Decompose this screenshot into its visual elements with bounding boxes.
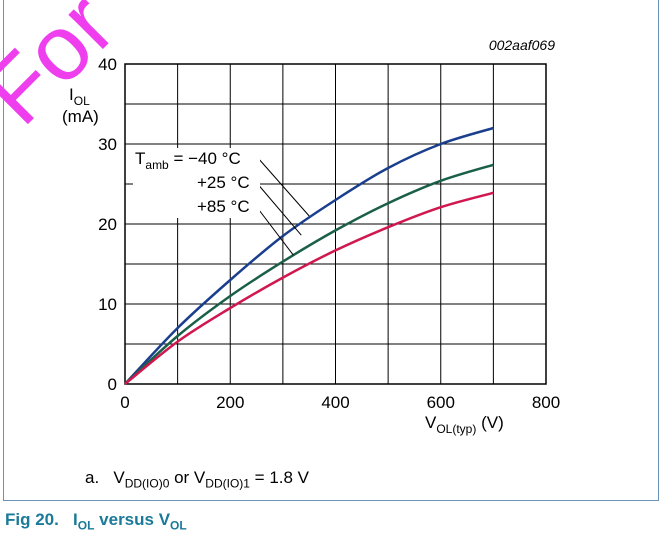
legend-leader-2 [255,205,294,256]
legend-label-minus40: Tamb = −40 °C [135,149,241,172]
y-tick-label: 30 [98,135,117,154]
legend-tamb: T [135,149,145,168]
x-axis-label-subscript: OL(typ) [436,422,476,436]
legend: Tamb = −40 °C +25 °C +85 °C [133,148,260,218]
y-axis-label-unit: (mA) [62,107,99,126]
x-axis-label: VOL(typ) (V) [425,413,504,436]
fig-title-sub2: OL [170,518,187,533]
legend-label-plus85: +85 °C [197,197,250,216]
x-tick-label: 800 [532,393,560,412]
legend-leader-0 [257,157,310,217]
legend-bg [133,148,260,218]
y-tick-label: 0 [108,375,117,394]
y-tick-label: 10 [98,295,117,314]
caption-prefix: a. [85,468,100,487]
fig-title-sub1: OL [77,518,95,533]
legend-tamb-subscript: amb [145,158,169,172]
x-tick-label: 600 [427,393,455,412]
legend-label-plus25: +25 °C [197,173,250,192]
figure-frame [3,0,659,501]
x-tick-label: 200 [216,393,244,412]
legend-leader-1 [255,181,302,236]
x-tick-label: 400 [321,393,349,412]
fig-title-i: I [73,510,78,529]
legend-leaders [255,157,310,256]
caption-sub1: DD(IO)0 [124,476,170,491]
plot-border [124,63,547,385]
figure-caption: a. VDD(IO)0 or VDD(IO)1 = 1.8 V [85,468,309,490]
x-tick-label: 0 [120,393,129,412]
figure-id: 002aaf069 [489,37,555,53]
fig-number: Fig 20. [5,510,59,529]
series-line-0 [124,126,494,385]
caption-end: = 1.8 V [249,468,310,487]
caption-sub2: DD(IO)1 [205,476,250,491]
x-axis-label-symbol: V [425,413,437,432]
y-axis-label-symbol: I [69,85,74,104]
y-axis-label-main: IOL [69,85,90,108]
grid [124,63,547,385]
y-tick-label: 40 [98,55,117,74]
y-tick-label: 20 [98,215,117,234]
series-line-1 [124,163,494,385]
caption-v1: V [113,468,125,487]
tick-labels: 0 200 400 600 800 0 10 20 30 40 [98,55,560,412]
figure-title: Fig 20. IOL versus VOL [5,510,187,532]
series-group [124,126,494,385]
y-axis-label-subscript: OL [74,94,90,108]
legend-tamb-value: = −40 °C [169,149,241,168]
chart: 002aaf069 0 200 400 600 800 0 10 20 30 40 IOL (mA… [62,37,560,436]
x-axis-label-unit: (V) [476,413,503,432]
series-line-2 [124,191,494,385]
caption-mid: or V [169,468,206,487]
fig-title-versus: versus V [94,510,171,529]
